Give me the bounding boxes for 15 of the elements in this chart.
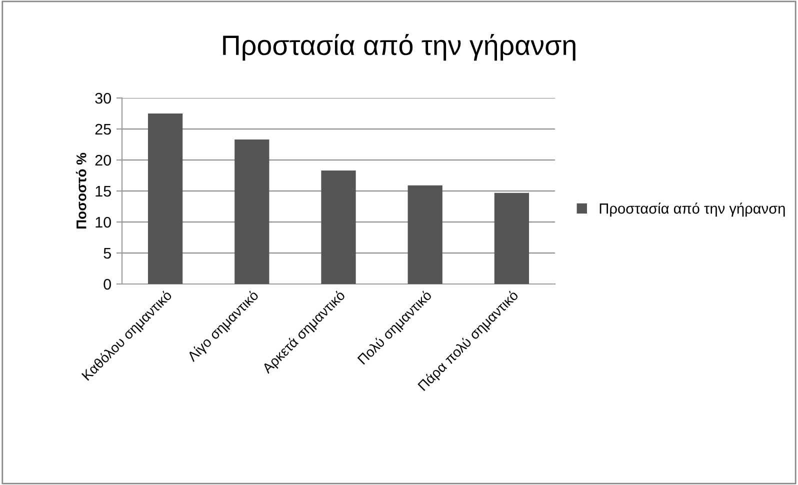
bar bbox=[234, 140, 270, 284]
bar bbox=[408, 185, 442, 284]
y-tick-label: 20 bbox=[95, 154, 111, 166]
y-axis-title: Ποσοστό % bbox=[76, 152, 86, 229]
legend-label: Προστασία από την γήρανση bbox=[600, 202, 785, 217]
y-tick-label: 30 bbox=[95, 92, 111, 104]
chart-title: Προστασία από την γήρανση bbox=[223, 34, 576, 61]
y-tick-label: 15 bbox=[96, 186, 111, 197]
bar bbox=[494, 192, 530, 284]
y-tick-label: 10 bbox=[96, 216, 111, 228]
y-tick-label: 25 bbox=[95, 124, 111, 135]
y-tick-label: 0 bbox=[104, 278, 111, 290]
y-tick-label: 5 bbox=[104, 248, 111, 259]
bar bbox=[148, 114, 183, 284]
bar bbox=[321, 170, 356, 284]
